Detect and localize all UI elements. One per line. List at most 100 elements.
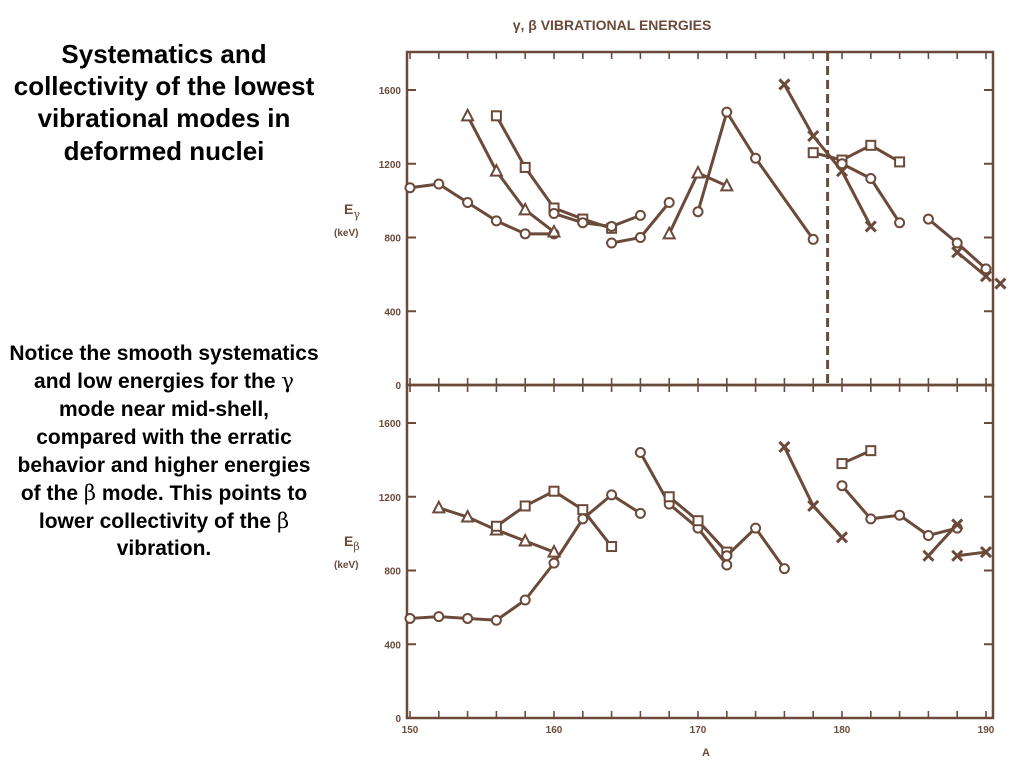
beta-point	[922, 529, 934, 541]
gamma-ytick-label: 0	[395, 381, 401, 392]
gamma-series-line-8	[812, 143, 901, 164]
gamma-point	[663, 196, 675, 208]
beta-point	[634, 447, 646, 458]
gamma-point	[807, 147, 819, 159]
beta-ytick-label: 1200	[379, 493, 402, 504]
note-beta-symbol: β	[83, 480, 96, 505]
gamma-point	[489, 162, 504, 177]
beta-point	[835, 531, 849, 544]
beta-point	[606, 541, 618, 553]
beta-series-line-2	[495, 489, 613, 548]
gamma-series-line-5	[667, 171, 728, 235]
gamma-ylabel-sub: γ	[353, 208, 360, 221]
gamma-point	[894, 156, 906, 168]
gamma-point	[865, 139, 877, 151]
x-axis-label: A	[702, 747, 710, 759]
gamma-ytick-label: 800	[384, 234, 401, 245]
gamma-point	[807, 130, 820, 143]
beta-point	[490, 614, 502, 626]
note-text-2: mode near mid-shell, compared with the e…	[17, 397, 311, 505]
beta-point	[548, 485, 560, 497]
gamma-point	[433, 178, 445, 190]
beta-point	[865, 445, 877, 457]
beta-point	[577, 504, 589, 516]
gamma-point	[951, 246, 964, 259]
gamma-ytick-label: 1200	[379, 160, 402, 171]
beta-xtick-label: 170	[690, 725, 707, 736]
gamma-point	[865, 173, 877, 184]
gamma-point	[548, 208, 560, 220]
beta-point	[490, 520, 502, 532]
beta-ylabel: Eβ	[344, 533, 360, 553]
gamma-point	[634, 232, 646, 243]
figure-title: γ, β VIBRATIONAL ENERGIES	[513, 17, 712, 33]
slide-title: Systematics and collectivity of the lowe…	[13, 39, 315, 166]
beta-point	[518, 532, 533, 547]
note-gamma-symbol: γ	[281, 368, 294, 393]
beta-point	[546, 543, 562, 558]
gamma-series-line-3	[553, 212, 641, 228]
beta-point	[721, 550, 733, 562]
gamma-point	[994, 277, 1007, 290]
beta-ylabel-main: E	[344, 533, 353, 549]
beta-series-line-10	[957, 550, 987, 558]
vibrational-energies-figure: γ, β VIBRATIONAL ENERGIES Eγ (keV) Eβ (k…	[330, 0, 1024, 768]
gamma-ylabel-main: E	[344, 201, 353, 217]
gamma-point	[519, 228, 531, 240]
gamma-series-line-0	[409, 182, 554, 236]
gamma-point	[518, 201, 533, 216]
gamma-series-line-9	[841, 162, 901, 224]
beta-ytick-label: 400	[384, 640, 401, 651]
gamma-ytick-label: 400	[384, 307, 401, 318]
gamma-point	[577, 217, 589, 229]
note-beta-symbol-2: β	[276, 508, 290, 533]
gamma-point	[750, 152, 762, 164]
gamma-point	[980, 263, 992, 275]
gamma-point	[606, 220, 618, 232]
beta-point	[951, 549, 964, 562]
beta-point	[721, 559, 733, 571]
beta-point	[404, 612, 416, 624]
beta-xtick-label: 190	[978, 725, 995, 736]
beta-ylabel-sub: β	[353, 540, 359, 553]
beta-point	[922, 549, 935, 562]
beta-ytick-label: 800	[384, 567, 401, 578]
gamma-point	[404, 182, 416, 194]
beta-xtick-label: 160	[546, 725, 563, 736]
beta-point	[519, 500, 531, 512]
beta-point	[606, 489, 618, 501]
gamma-point	[606, 237, 618, 249]
gamma-series-line-7	[783, 83, 873, 228]
beta-point	[460, 508, 475, 523]
gamma-ylabel: Eγ	[344, 201, 360, 221]
beta-point	[865, 513, 877, 525]
beta-series-line-9	[927, 523, 959, 557]
gamma-series-line-6	[696, 110, 815, 241]
beta-point	[836, 458, 848, 470]
gamma-series-line-1	[466, 115, 555, 234]
gamma-point	[490, 110, 502, 122]
gamma-point	[951, 237, 963, 249]
beta-point	[634, 507, 646, 519]
gamma-point	[922, 213, 934, 225]
gamma-point	[778, 78, 791, 91]
note-text-4: vibration.	[116, 537, 212, 561]
note-text-3: mode. This points to lower collectivity …	[38, 481, 308, 533]
plot-layer: 0 400 800 1200 1600 0 400 800 1200 1600 150 160 170 1…	[379, 52, 1007, 736]
gamma-point	[721, 106, 733, 118]
gamma-point	[546, 223, 562, 238]
gamma-point	[519, 161, 531, 173]
beta-point	[663, 491, 675, 503]
gamma-point	[634, 209, 646, 221]
beta-xtick-label: 150	[402, 725, 419, 736]
gamma-point	[979, 270, 993, 283]
beta-point	[750, 522, 762, 534]
gamma-point	[719, 177, 734, 192]
beta-point	[431, 499, 446, 514]
gamma-point	[807, 233, 819, 245]
beta-point	[433, 611, 445, 623]
beta-point	[462, 612, 474, 624]
beta-series-line-3	[639, 451, 728, 566]
gamma-ylabel-unit: (keV)	[334, 228, 358, 239]
gamma-point	[662, 225, 677, 240]
